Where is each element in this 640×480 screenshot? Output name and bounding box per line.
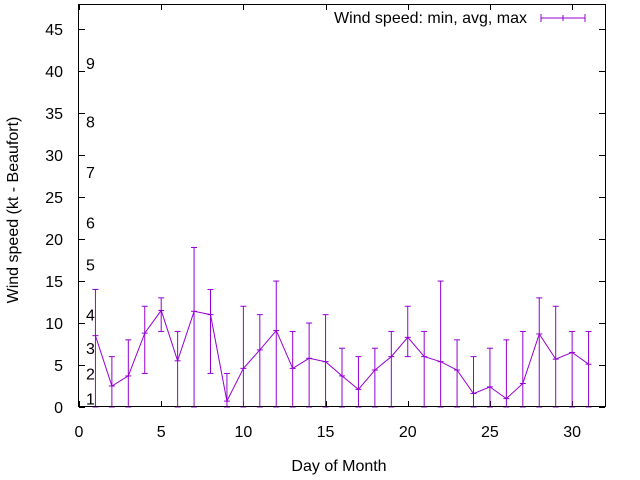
x-tick-label: 10	[234, 424, 252, 441]
y-tick-label: 15	[45, 274, 63, 291]
beaufort-label: 7	[86, 165, 95, 182]
y-tick-label: 45	[45, 22, 63, 39]
y-tick-label: 20	[45, 232, 63, 249]
legend: Wind speed: min, avg, max	[334, 10, 586, 27]
beaufort-label: 6	[86, 215, 95, 232]
y-tick-label: 25	[45, 190, 63, 207]
x-tick-label: 25	[481, 424, 499, 441]
beaufort-label: 5	[86, 257, 95, 274]
x-tick-label: 30	[563, 424, 581, 441]
y-axis-label: Wind speed (kt - Beaufort)	[5, 117, 22, 304]
y-tick-label: 0	[54, 400, 63, 417]
legend-label: Wind speed: min, avg, max	[334, 10, 527, 27]
x-tick-label: 0	[75, 424, 84, 441]
y-tick-label: 5	[54, 358, 63, 375]
plot-frame	[78, 4, 606, 407]
y-tick-label: 10	[45, 316, 63, 333]
beaufort-label: 2	[86, 366, 95, 383]
beaufort-label: 3	[86, 341, 95, 358]
beaufort-label: 8	[86, 115, 95, 132]
y-tick-label: 40	[45, 64, 63, 81]
x-tick-label: 20	[399, 424, 417, 441]
beaufort-label: 1	[86, 392, 95, 409]
y-tick-label: 30	[45, 148, 63, 165]
beaufort-label: 4	[86, 308, 95, 325]
beaufort-label: 9	[86, 56, 95, 73]
x-axis-label: Day of Month	[291, 458, 386, 475]
x-tick-label: 15	[317, 424, 335, 441]
x-tick-label: 5	[157, 424, 166, 441]
y-tick-label: 35	[45, 106, 63, 123]
